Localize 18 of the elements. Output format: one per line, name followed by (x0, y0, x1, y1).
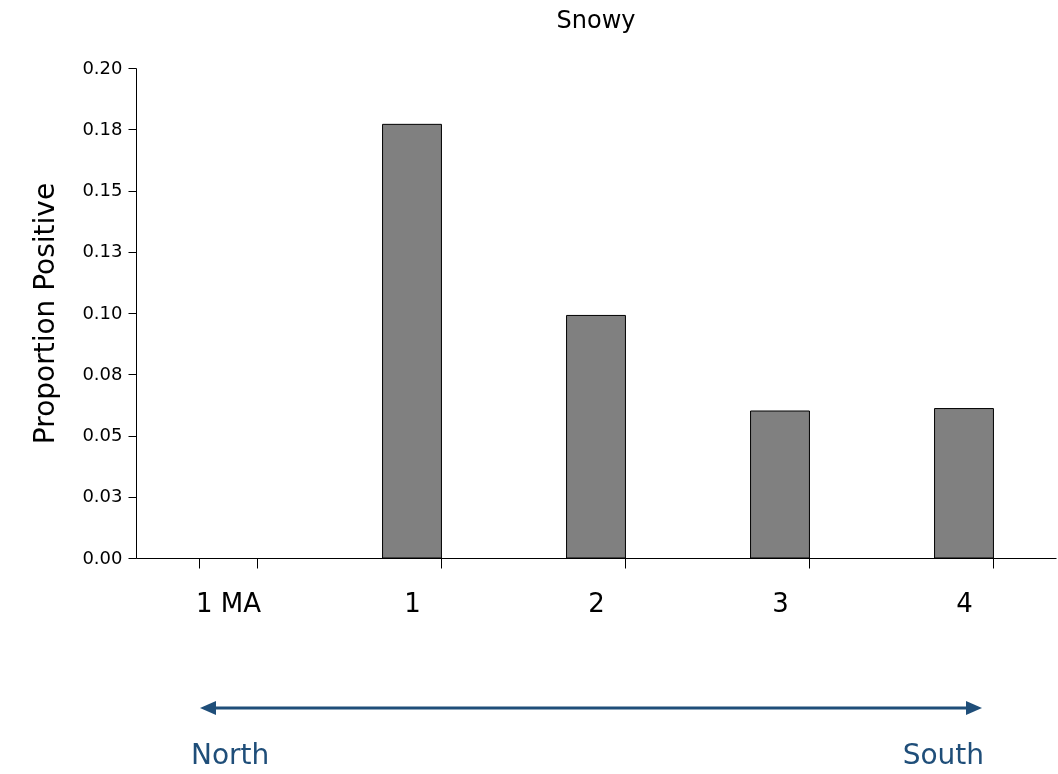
y-tick-label: 0.03 (82, 485, 123, 507)
text: North (191, 738, 270, 771)
y-tick-label: 0.18 (82, 117, 123, 139)
x-tick-label: 2 (588, 587, 605, 618)
y-tick-label: 0.05 (82, 424, 123, 445)
y-tick-label: 0.08 (82, 362, 123, 384)
y-tick-label: 0.00 (82, 546, 123, 568)
x-tick-label: 3 (772, 587, 789, 618)
y-axis-title: Proportion Positive (28, 182, 62, 445)
x-tick-label: 1 (404, 587, 421, 618)
x-tick-label: 4 (956, 587, 973, 618)
y-tick-label: 0.13 (82, 240, 123, 262)
x-tick-label: 1 MA (195, 587, 262, 618)
chart-title: Snowy (556, 6, 636, 34)
y-tick-label: 0.20 (82, 56, 123, 78)
text: South (902, 738, 984, 771)
y-tick-label: 0.15 (82, 179, 123, 200)
y-tick-label: 0.10 (82, 301, 123, 323)
